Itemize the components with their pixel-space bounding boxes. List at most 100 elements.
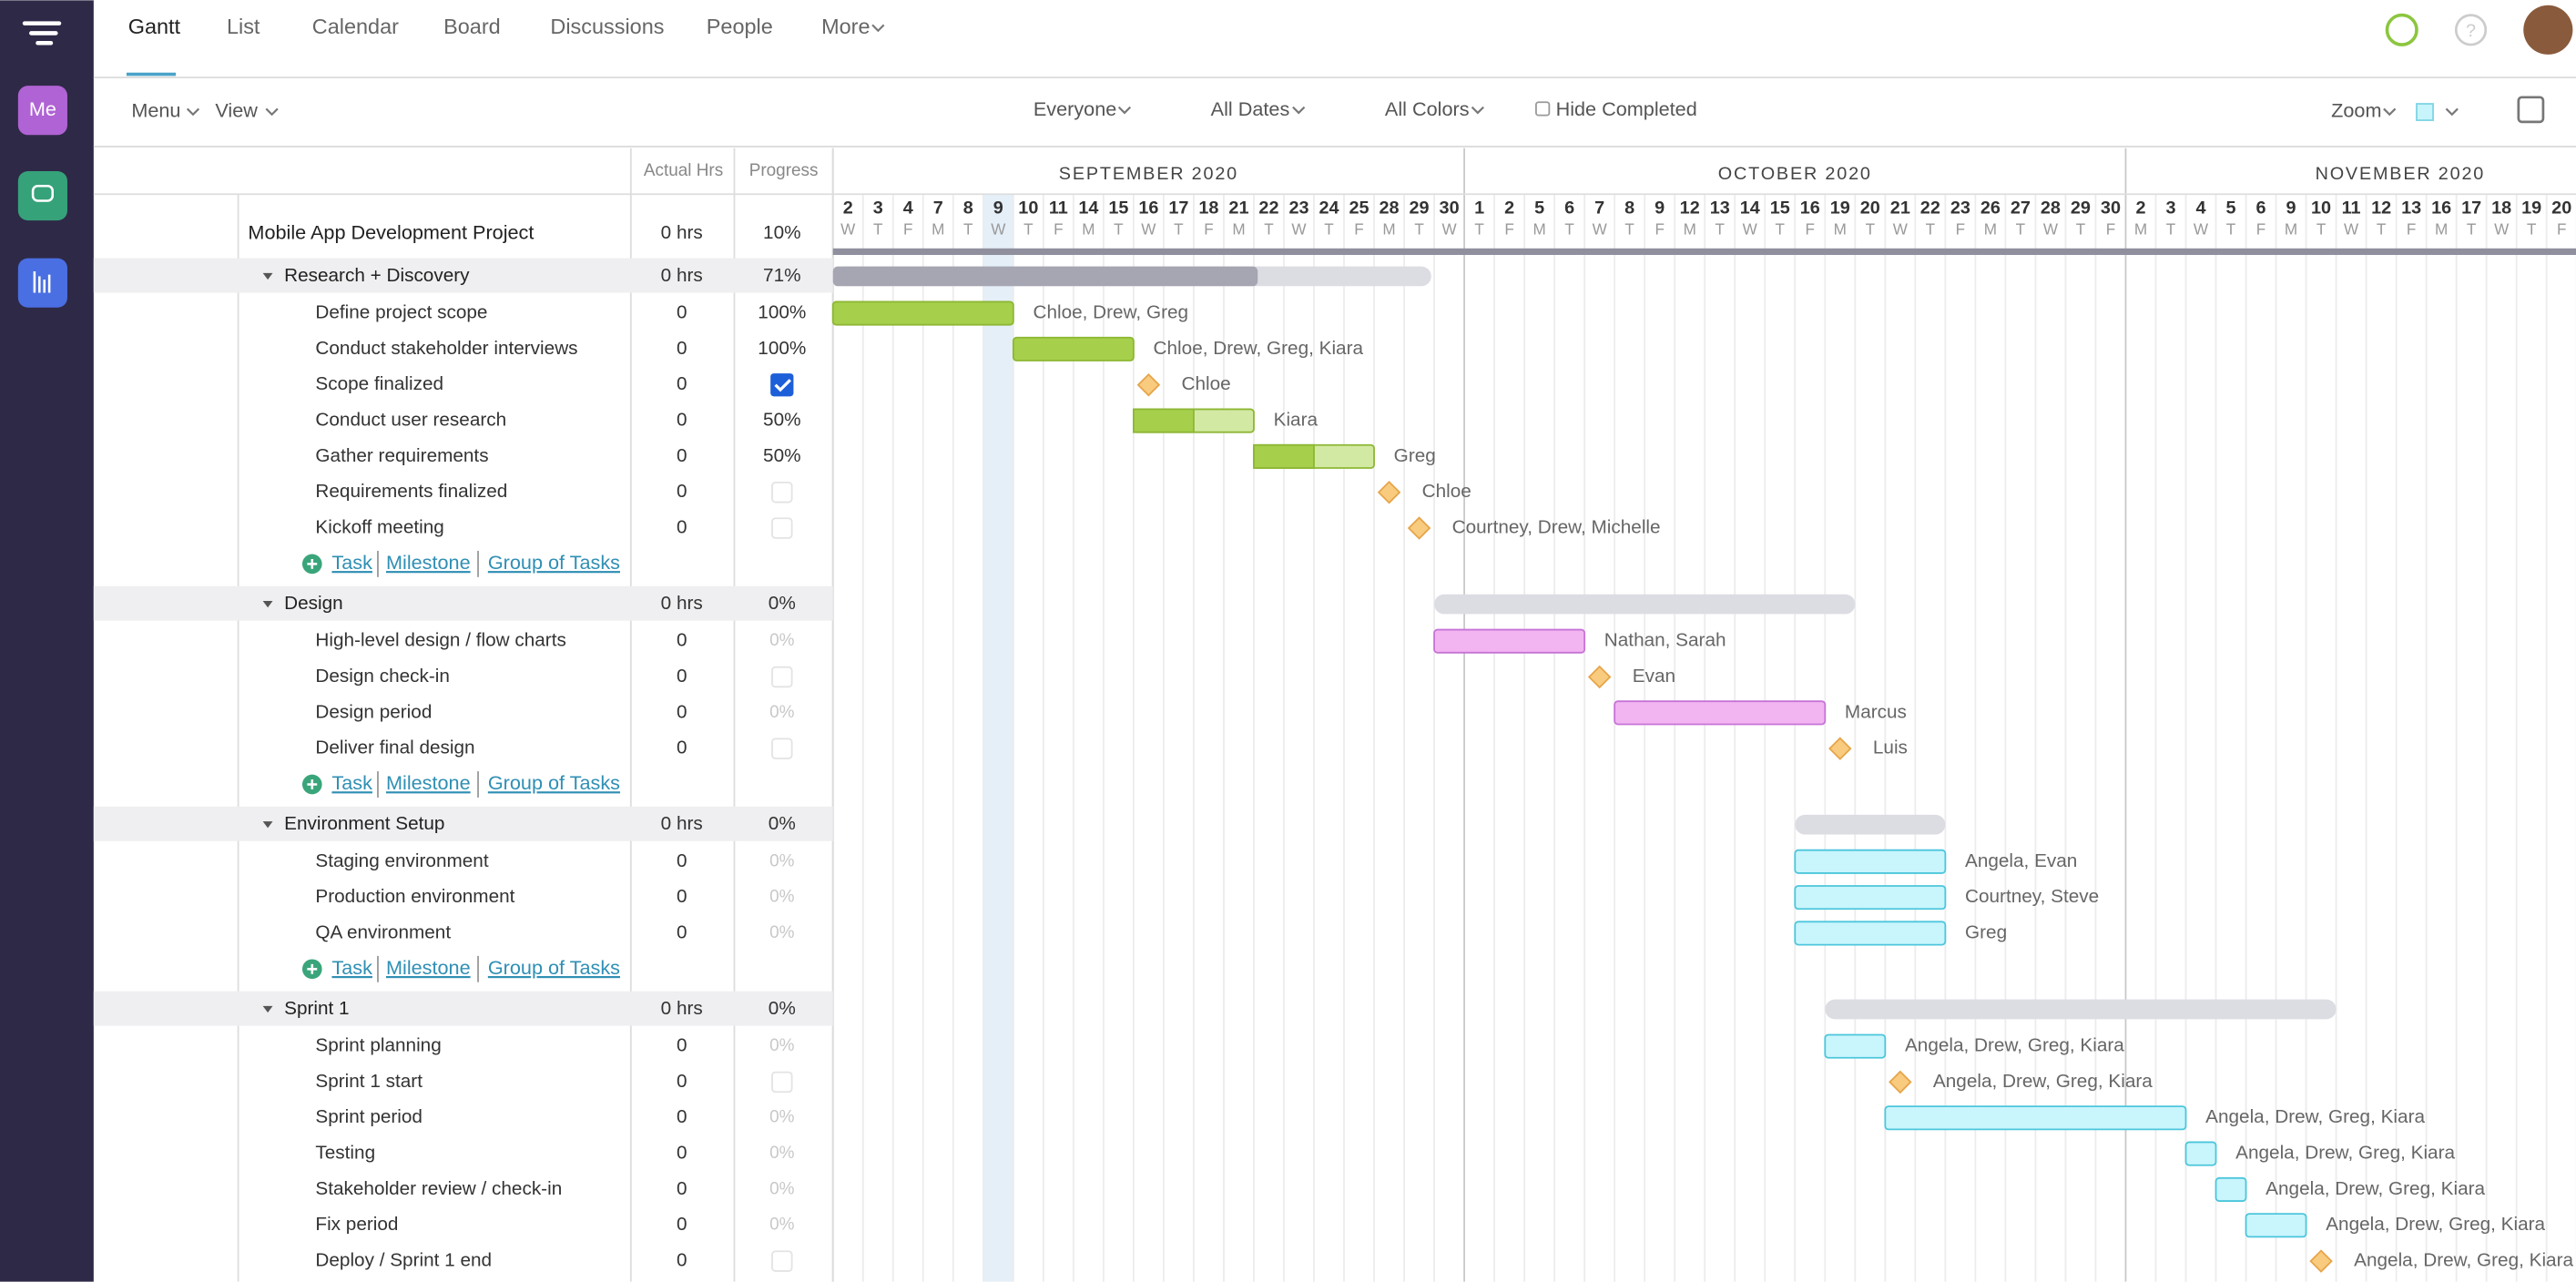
collapse-toggle[interactable] (262, 600, 273, 608)
day-number: 16 (1138, 198, 1158, 219)
task-bar[interactable] (1824, 1033, 1887, 1059)
task-progress: 0% (769, 1179, 795, 1198)
weekday-letter: T (2226, 219, 2236, 238)
task-bar[interactable] (2215, 1176, 2247, 1202)
task-bar[interactable] (2184, 1141, 2217, 1166)
milestone-checkbox[interactable] (771, 481, 793, 504)
day-number: 21 (1228, 198, 1248, 219)
nav-tab[interactable]: Gantt (128, 15, 181, 38)
task-bar[interactable] (1794, 885, 1947, 911)
task-bar[interactable] (831, 300, 1014, 326)
nav-tab[interactable]: List (227, 15, 260, 38)
weekday-letter: T (2076, 219, 2086, 238)
collapse-toggle[interactable] (262, 1005, 273, 1013)
weekday-letter: F (1956, 219, 1965, 238)
task-bar[interactable] (1614, 700, 1827, 726)
task-hours: 0 (677, 1106, 687, 1127)
add-group-link[interactable]: Group of Tasks (488, 551, 620, 574)
project-bar (832, 248, 2576, 256)
weekday-letter: T (1776, 219, 1786, 238)
nav-tab[interactable]: Discussions (550, 15, 664, 38)
zoom-button[interactable]: Zoom (2331, 99, 2381, 122)
nav-tab[interactable]: More (821, 15, 870, 38)
avatar[interactable] (2523, 5, 2573, 55)
group-progress: 71% (763, 265, 801, 286)
task-bar[interactable] (1433, 628, 1586, 654)
color-swatch[interactable] (2416, 103, 2434, 121)
chat-button[interactable] (17, 170, 67, 221)
task-progress: 50% (763, 445, 801, 466)
task-hours: 0 (677, 373, 687, 394)
nav-tab[interactable]: People (707, 15, 773, 38)
milestone-checkbox[interactable] (771, 738, 793, 759)
add-group-link[interactable]: Group of Tasks (488, 771, 620, 794)
hide-completed-label[interactable]: Hide Completed (1556, 97, 1697, 120)
me-label: Me (29, 97, 56, 120)
weekday-letter: F (1204, 219, 1213, 238)
milestone-checkbox[interactable] (771, 1071, 793, 1094)
add-milestone-link[interactable]: Milestone (386, 771, 471, 794)
weekday-letter: M (1984, 219, 1997, 238)
milestone-diamond[interactable] (1407, 516, 1431, 540)
milestone-checkbox[interactable] (770, 373, 794, 397)
assignees: Chloe (1181, 373, 1230, 394)
filter-dropdown[interactable]: All Colors (1385, 97, 1470, 120)
day-number: 19 (2521, 198, 2541, 219)
milestone-checkbox[interactable] (771, 517, 793, 539)
task-name: Design check-in (315, 666, 450, 687)
group-progress: 0% (769, 593, 796, 614)
nav-tab[interactable]: Calendar (312, 15, 399, 38)
task-name: High-level design / flow charts (315, 630, 565, 651)
hide-completed-checkbox[interactable] (1535, 101, 1551, 117)
milestone-diamond[interactable] (1587, 665, 1612, 689)
assignees: Angela, Drew, Greg, Kiara (1933, 1071, 2153, 1092)
group-row-band (93, 585, 833, 621)
add-task-link[interactable]: Task (331, 551, 372, 574)
task-bar[interactable] (2245, 1213, 2307, 1238)
help-icon[interactable] (2454, 14, 2488, 46)
add-milestone-link[interactable]: Milestone (386, 551, 471, 574)
add-milestone-link[interactable]: Milestone (386, 956, 471, 979)
day-number: 30 (1440, 198, 1460, 219)
add-task-link[interactable]: Task (331, 771, 372, 794)
view-button[interactable]: View (215, 99, 258, 122)
milestone-diamond[interactable] (1889, 1070, 1912, 1094)
weekday-letter: M (2435, 219, 2448, 238)
logo (22, 21, 62, 46)
present-icon[interactable] (2517, 96, 2545, 124)
assignees: Angela, Evan (1965, 850, 2077, 871)
group-hours: 0 hrs (661, 265, 703, 286)
milestone-checkbox[interactable] (771, 1250, 793, 1272)
collapse-toggle[interactable] (262, 821, 273, 829)
day-number: 10 (1018, 198, 1038, 219)
weekday-letter: T (2527, 219, 2537, 238)
weekday-letter: T (1564, 219, 1574, 238)
task-hours: 0 (677, 1035, 687, 1056)
milestone-diamond[interactable] (2309, 1249, 2333, 1273)
milestone-diamond[interactable] (1377, 480, 1401, 504)
task-bar[interactable] (1884, 1105, 2187, 1131)
column-header: Progress (749, 161, 819, 180)
milestone-diamond[interactable] (1136, 372, 1161, 397)
add-group-link[interactable]: Group of Tasks (488, 956, 620, 979)
task-name: Conduct user research (315, 410, 506, 431)
day-number: 27 (2011, 198, 2031, 219)
time-icon[interactable] (2385, 13, 2418, 46)
me-button[interactable] (17, 86, 67, 136)
milestone-diamond[interactable] (1828, 737, 1852, 760)
reports-button[interactable] (17, 258, 67, 308)
milestone-checkbox[interactable] (771, 666, 793, 688)
group-summary-bar (1434, 594, 1856, 615)
day-number: 7 (933, 198, 943, 219)
task-bar[interactable] (1012, 336, 1135, 361)
nav-tab[interactable]: Board (443, 15, 501, 38)
collapse-toggle[interactable] (262, 272, 273, 280)
filter-dropdown[interactable]: All Dates (1211, 97, 1290, 120)
task-bar[interactable] (1794, 921, 1947, 946)
add-task-link[interactable]: Task (331, 956, 372, 979)
filter-dropdown[interactable]: Everyone (1033, 97, 1116, 120)
task-bar[interactable] (1794, 849, 1947, 874)
day-number: 17 (1168, 198, 1188, 219)
menu-button[interactable]: Menu (131, 99, 180, 122)
day-number: 19 (1830, 198, 1850, 219)
